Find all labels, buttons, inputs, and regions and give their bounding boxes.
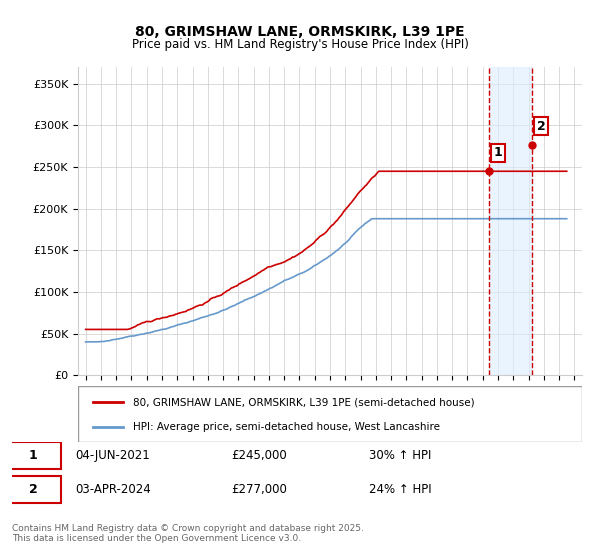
Text: 04-JUN-2021: 04-JUN-2021 xyxy=(76,450,150,463)
Text: 2: 2 xyxy=(29,483,38,496)
Text: 24% ↑ HPI: 24% ↑ HPI xyxy=(369,483,432,496)
Text: £277,000: £277,000 xyxy=(231,483,287,496)
Text: 03-APR-2024: 03-APR-2024 xyxy=(76,483,151,496)
Text: 1: 1 xyxy=(29,450,38,463)
Text: 2: 2 xyxy=(537,120,545,133)
Text: £245,000: £245,000 xyxy=(231,450,287,463)
Text: 80, GRIMSHAW LANE, ORMSKIRK, L39 1PE (semi-detached house): 80, GRIMSHAW LANE, ORMSKIRK, L39 1PE (se… xyxy=(133,397,475,407)
FancyBboxPatch shape xyxy=(6,476,61,503)
FancyBboxPatch shape xyxy=(6,442,61,469)
Text: HPI: Average price, semi-detached house, West Lancashire: HPI: Average price, semi-detached house,… xyxy=(133,422,440,432)
FancyBboxPatch shape xyxy=(78,386,582,442)
Text: 1: 1 xyxy=(494,146,502,159)
Text: Contains HM Land Registry data © Crown copyright and database right 2025.
This d: Contains HM Land Registry data © Crown c… xyxy=(12,524,364,543)
Text: 80, GRIMSHAW LANE, ORMSKIRK, L39 1PE: 80, GRIMSHAW LANE, ORMSKIRK, L39 1PE xyxy=(135,25,465,39)
Bar xyxy=(489,67,532,375)
Text: Price paid vs. HM Land Registry's House Price Index (HPI): Price paid vs. HM Land Registry's House … xyxy=(131,38,469,51)
Text: 30% ↑ HPI: 30% ↑ HPI xyxy=(369,450,431,463)
